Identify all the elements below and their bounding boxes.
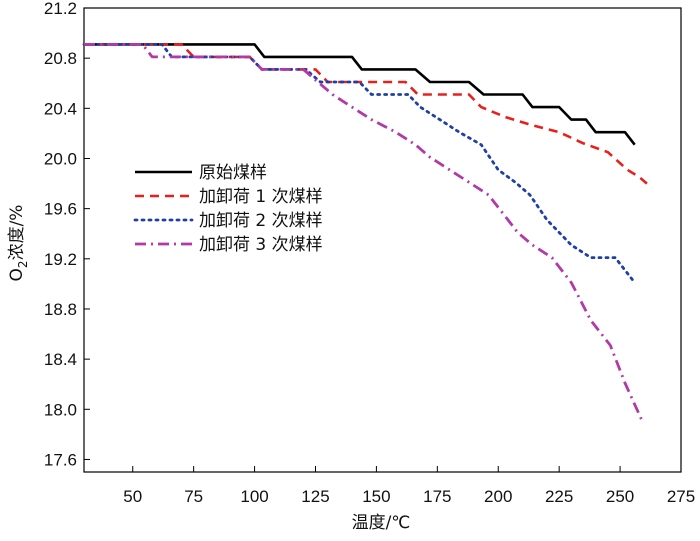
y-tick-label: 17.6 — [44, 450, 77, 469]
y-tick-label: 19.6 — [44, 200, 77, 219]
series-line-2 — [84, 43, 648, 185]
legend-label-1: 原始煤样 — [199, 163, 267, 183]
series-line-4 — [84, 43, 644, 422]
x-tick-label: 150 — [362, 487, 390, 506]
x-tick-label: 200 — [484, 487, 512, 506]
y-axis-title-main: O — [7, 268, 27, 281]
legend-label-2: 加卸荷 1 次煤样 — [199, 187, 323, 207]
y-tick-label: 19.2 — [44, 250, 77, 269]
axes: 50 75 100 125 150 175 200 225 250 275 17.6 18.0 18.4… — [44, 0, 695, 506]
legend-label-3: 加卸荷 2 次煤样 — [199, 211, 323, 231]
y-axis-title-rest: 浓度/% — [7, 205, 27, 261]
series-line-3 — [82, 43, 637, 284]
y-tick-label: 18.0 — [44, 400, 77, 419]
plot-frame — [83, 7, 682, 473]
y-axis-title-subscript: 2 — [16, 260, 30, 268]
x-axis-title: 温度/℃ — [352, 513, 411, 533]
legend-label-4: 加卸荷 3 次煤样 — [199, 235, 323, 255]
series-layer — [82, 43, 648, 422]
x-tick-label: 275 — [667, 487, 695, 506]
y-tick-label: 18.4 — [44, 350, 77, 369]
x-tick-label: 100 — [240, 487, 268, 506]
y-tick-label: 20.0 — [44, 149, 77, 168]
x-tick-label: 50 — [123, 487, 142, 506]
x-tick-label: 125 — [301, 487, 329, 506]
y-tick-label: 21.2 — [44, 0, 77, 18]
y-axis-title: O2浓度/% — [7, 205, 30, 282]
y-tick-label: 20.8 — [44, 49, 77, 68]
y-tick-label: 20.4 — [44, 99, 77, 118]
x-tick-label: 225 — [545, 487, 573, 506]
x-tick-label: 175 — [423, 487, 451, 506]
x-tick-label: 250 — [606, 487, 634, 506]
y-tick-label: 18.8 — [44, 300, 77, 319]
x-tick-label: 75 — [184, 487, 203, 506]
series-line-1 — [84, 43, 636, 146]
